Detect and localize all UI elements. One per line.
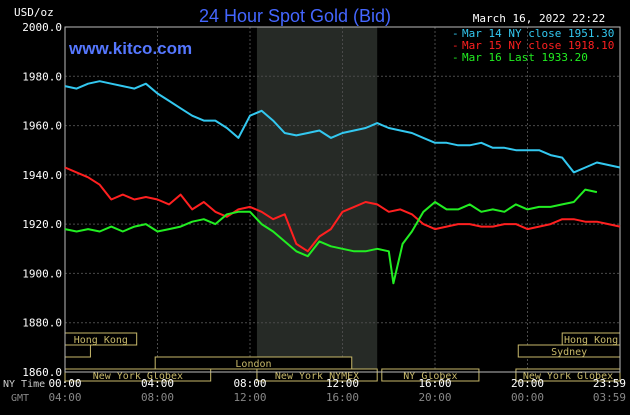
x-tick-label-ny: 16:00 [418, 377, 451, 390]
market-session-label: New York Globex [523, 371, 613, 382]
x-tick-label-gmt: 03:59 [593, 391, 626, 404]
x-tick-label-ny: 08:00 [233, 377, 266, 390]
y-tick-label: 1880.0 [22, 317, 62, 330]
nymex-session-highlight [256, 27, 378, 372]
x-tick-label-gmt: 16:00 [326, 391, 359, 404]
chart-title: 24 Hour Spot Gold (Bid) [199, 6, 391, 26]
x-tick-label-gmt: 12:00 [233, 391, 266, 404]
y-tick-labels: 2000.0 1980.0 1960.0 1940.0 1920.0 1900.0 1880… [22, 21, 62, 379]
market-session-label: NY Globex [403, 371, 457, 382]
x-axis-label-ny: NY Time [3, 379, 45, 390]
x-tick-label-gmt: 04:00 [48, 391, 81, 404]
legend-entry: Mar 16 Last 1933.20 [462, 51, 588, 64]
market-session-box [154, 356, 353, 370]
legend: - Mar 14 NY close 1951.30 - Mar 15 NY cl… [452, 27, 614, 64]
legend-marker: - [452, 39, 459, 52]
legend-entry: Mar 15 NY close 1918.10 [462, 39, 614, 52]
y-axis-label: USD/oz [14, 6, 54, 19]
legend-entry: Mar 14 NY close 1951.30 [462, 27, 614, 40]
y-tick-label: 1980.0 [22, 70, 62, 83]
market-session-label: New York NYMEX [275, 371, 359, 382]
x-axis-label-gmt: GMT [11, 393, 29, 404]
market-session-label: London [235, 359, 271, 370]
market-session-label: Hong Kong [564, 335, 618, 346]
x-tick-label-ny: 12:00 [326, 377, 359, 390]
legend-marker: - [452, 51, 459, 64]
y-tick-label: 1920.0 [22, 218, 62, 231]
y-tick-label: 1960.0 [22, 120, 62, 133]
series-layer [64, 80, 621, 285]
x-tick-label-ny: 23:59 [593, 377, 626, 390]
y-tick-label: 1940.0 [22, 169, 62, 182]
y-tick-label: 2000.0 [22, 21, 62, 34]
market-session-label: Sydney [551, 347, 587, 358]
x-tick-label-gmt: 00:00 [511, 391, 544, 404]
market-session-label: Hong Kong [74, 335, 128, 346]
series-line [64, 188, 598, 285]
series-line [64, 80, 621, 174]
x-tick-label-gmt: 20:00 [418, 391, 451, 404]
x-tick-label-ny: 04:00 [141, 377, 174, 390]
legend-marker: - [452, 27, 459, 40]
chart-date: March 16, 2022 22:22 [473, 12, 605, 25]
series-line [64, 166, 621, 253]
market-session-label: New York Globex [93, 371, 183, 382]
x-tick-labels: 00:0004:0004:0008:0008:0012:0012:0016:00… [48, 377, 626, 404]
plot-frame [64, 26, 621, 373]
y-tick-label: 1860.0 [22, 366, 62, 379]
brand-watermark[interactable]: www.kitco.com [68, 39, 192, 58]
y-tick-label: 1900.0 [22, 267, 62, 280]
x-tick-label-ny: 00:00 [48, 377, 81, 390]
x-tick-label-gmt: 08:00 [141, 391, 174, 404]
market-session-box [64, 344, 91, 358]
x-tick-label-ny: 20:00 [511, 377, 544, 390]
